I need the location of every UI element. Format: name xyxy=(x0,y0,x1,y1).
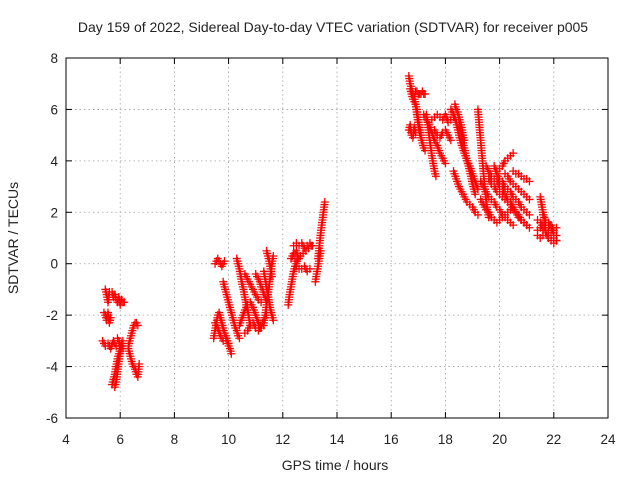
data-point xyxy=(525,177,534,186)
point-segment xyxy=(476,177,518,230)
point-segment xyxy=(484,174,531,230)
data-point xyxy=(509,149,518,158)
y-tick-label: 4 xyxy=(50,154,58,169)
point-segment xyxy=(240,270,266,307)
data-point xyxy=(227,349,236,358)
point-segment xyxy=(262,246,276,281)
x-tick-label: 18 xyxy=(438,432,453,447)
data-point xyxy=(120,298,129,307)
data-point xyxy=(411,128,420,137)
x-tick-label: 6 xyxy=(116,432,124,447)
point-segment xyxy=(411,87,430,98)
x-tick-label: 10 xyxy=(221,432,236,447)
point-segment xyxy=(501,169,534,204)
x-tick-label: 24 xyxy=(600,432,616,447)
data-point xyxy=(473,210,482,219)
data-point xyxy=(133,321,142,330)
point-segment xyxy=(98,336,121,353)
point-segment xyxy=(124,344,144,381)
point-segment xyxy=(290,241,316,266)
y-tick-label: -2 xyxy=(46,308,58,323)
x-tick-label: 4 xyxy=(62,432,70,447)
point-segment xyxy=(422,110,440,181)
grid xyxy=(66,58,608,418)
point-segment xyxy=(533,228,561,248)
point-segment xyxy=(251,270,271,307)
point-segment xyxy=(449,167,482,219)
point-segment xyxy=(476,195,515,227)
data-point xyxy=(307,241,316,250)
point-segment xyxy=(404,120,420,142)
x-tick-label: 12 xyxy=(275,432,290,447)
point-segment xyxy=(108,288,129,309)
x-tick-label: 20 xyxy=(492,432,507,447)
x-tick-label: 22 xyxy=(546,432,561,447)
data-point xyxy=(305,264,314,273)
point-segment xyxy=(509,167,534,186)
point-segment xyxy=(430,126,455,145)
point-segment xyxy=(314,198,329,263)
y-tick-label: -6 xyxy=(46,411,58,426)
point-segment xyxy=(492,149,518,176)
data-point xyxy=(509,221,518,230)
point-segment xyxy=(289,239,317,253)
data-point xyxy=(522,221,531,230)
point-segment xyxy=(311,246,325,286)
y-tick-label: 0 xyxy=(50,257,58,272)
data-point xyxy=(267,272,276,281)
point-segment xyxy=(454,120,480,199)
data-point xyxy=(446,136,455,145)
data-point xyxy=(525,195,534,204)
x-axis-label: GPS time / hours xyxy=(282,457,389,473)
point-segment xyxy=(211,318,233,348)
y-axis-label: SDTVAR / TECUs xyxy=(5,182,21,294)
data-point xyxy=(106,313,115,322)
y-tick-label: 8 xyxy=(50,51,58,66)
y-tick-label: 6 xyxy=(50,102,58,117)
y-tick-label: 2 xyxy=(50,205,58,220)
data-point xyxy=(525,210,534,219)
data-point xyxy=(269,316,278,325)
data-point xyxy=(441,159,450,168)
point-segment xyxy=(538,210,561,240)
data-point xyxy=(135,360,144,368)
data-points xyxy=(98,72,561,392)
point-segment xyxy=(292,262,314,276)
point-segment xyxy=(211,254,229,271)
x-tick-label: 14 xyxy=(329,432,345,447)
data-point xyxy=(431,172,440,181)
point-segment xyxy=(99,308,115,327)
data-point xyxy=(320,198,329,206)
x-tick-label: 8 xyxy=(171,432,179,447)
data-point xyxy=(220,257,229,266)
data-point xyxy=(235,334,244,343)
chart-title: Day 159 of 2022, Sidereal Day-to-day VTE… xyxy=(78,19,588,35)
data-point xyxy=(316,246,325,255)
y-tick-label: -4 xyxy=(46,360,58,375)
data-point xyxy=(471,190,480,199)
data-point xyxy=(224,339,233,348)
data-point xyxy=(421,90,430,98)
point-segment xyxy=(490,162,534,219)
data-point xyxy=(552,236,561,245)
point-segment xyxy=(406,84,430,155)
x-tick-label: 16 xyxy=(384,432,399,447)
